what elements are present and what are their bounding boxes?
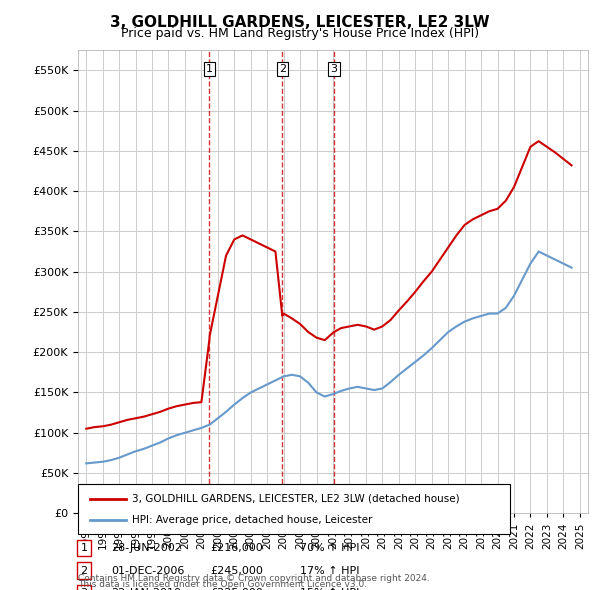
Text: 01-DEC-2006: 01-DEC-2006 <box>111 566 184 575</box>
Text: £216,000: £216,000 <box>210 543 263 553</box>
Text: 2: 2 <box>80 566 88 575</box>
Text: £245,000: £245,000 <box>210 566 263 575</box>
Text: 1: 1 <box>80 543 88 553</box>
Text: Price paid vs. HM Land Registry's House Price Index (HPI): Price paid vs. HM Land Registry's House … <box>121 27 479 40</box>
Text: 1: 1 <box>206 64 213 74</box>
Text: HPI: Average price, detached house, Leicester: HPI: Average price, detached house, Leic… <box>132 515 373 525</box>
Text: Contains HM Land Registry data © Crown copyright and database right 2024.: Contains HM Land Registry data © Crown c… <box>78 574 430 583</box>
Text: 70% ↑ HPI: 70% ↑ HPI <box>300 543 359 553</box>
Text: 3: 3 <box>331 64 337 74</box>
Text: 3, GOLDHILL GARDENS, LEICESTER, LE2 3LW (detached house): 3, GOLDHILL GARDENS, LEICESTER, LE2 3LW … <box>132 494 460 504</box>
Text: £225,000: £225,000 <box>210 588 263 590</box>
Text: 3: 3 <box>80 588 88 590</box>
Text: 22-JAN-2010: 22-JAN-2010 <box>111 588 181 590</box>
Text: 17% ↑ HPI: 17% ↑ HPI <box>300 566 359 575</box>
Text: 28-JUN-2002: 28-JUN-2002 <box>111 543 182 553</box>
Text: 15% ↑ HPI: 15% ↑ HPI <box>300 588 359 590</box>
Text: 3, GOLDHILL GARDENS, LEICESTER, LE2 3LW: 3, GOLDHILL GARDENS, LEICESTER, LE2 3LW <box>110 15 490 30</box>
Text: 2: 2 <box>279 64 286 74</box>
Text: This data is licensed under the Open Government Licence v3.0.: This data is licensed under the Open Gov… <box>78 580 367 589</box>
